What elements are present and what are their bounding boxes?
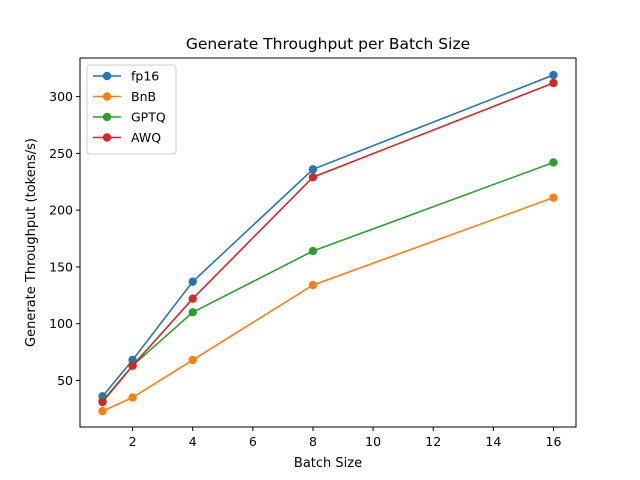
data-point-gptq (188, 308, 197, 317)
x-tick-label: 14 (485, 434, 501, 449)
data-point-awq (549, 78, 558, 88)
x-tick-label: 6 (249, 434, 257, 449)
legend-marker-gptq (102, 112, 112, 122)
x-tick-label: 2 (129, 434, 137, 449)
x-tick-label: 8 (309, 434, 317, 449)
legend-box (86, 64, 177, 155)
plot-frame (79, 57, 577, 428)
x-tick-label: 16 (546, 434, 562, 449)
legend-label-gptq: GPTQ (131, 110, 166, 125)
legend-label-fp16: fp16 (131, 69, 159, 84)
data-point-bnb (188, 355, 197, 365)
data-point-gptq (549, 158, 558, 167)
x-tick-label: 12 (425, 434, 441, 449)
y-tick-label: 300 (49, 89, 73, 104)
chart-title: Generate Throughput per Batch Size (186, 35, 470, 53)
legend: fp16 BnB GPTQ AWQ (86, 64, 177, 155)
data-point-bnb (308, 280, 318, 290)
legend-marker-fp16 (102, 71, 112, 81)
x-axis: 2 4 6 8 10 12 14 16 (129, 427, 562, 449)
data-point-fp16 (308, 165, 318, 174)
data-point-gptq (308, 246, 318, 256)
data-point-awq (98, 397, 107, 407)
y-axis-label: Generate Throughput (tokens/s) (24, 138, 39, 347)
y-tick-label: 50 (57, 373, 73, 388)
data-point-fp16 (188, 277, 197, 286)
data-point-fp16 (549, 70, 558, 80)
legend-label-awq: AWQ (131, 130, 161, 145)
data-point-bnb (128, 393, 137, 402)
legend-marker-bnb (102, 92, 112, 101)
data-point-bnb (549, 193, 558, 202)
y-tick-label: 200 (49, 203, 73, 218)
data-point-bnb (98, 406, 107, 416)
series-layer (98, 70, 558, 416)
y-tick-label: 150 (49, 259, 73, 274)
y-axis: 50 100 150 200 250 300 (49, 89, 80, 388)
data-point-awq (308, 173, 318, 182)
x-axis-label: Batch Size (294, 456, 362, 471)
data-point-awq (188, 294, 197, 303)
y-tick-label: 100 (49, 316, 73, 331)
x-tick-label: 10 (365, 434, 381, 449)
y-tick-label: 250 (49, 146, 73, 161)
x-tick-label: 4 (189, 434, 197, 449)
legend-marker-awq (102, 133, 112, 142)
legend-label-bnb: BnB (131, 89, 156, 104)
data-point-awq (128, 361, 137, 370)
